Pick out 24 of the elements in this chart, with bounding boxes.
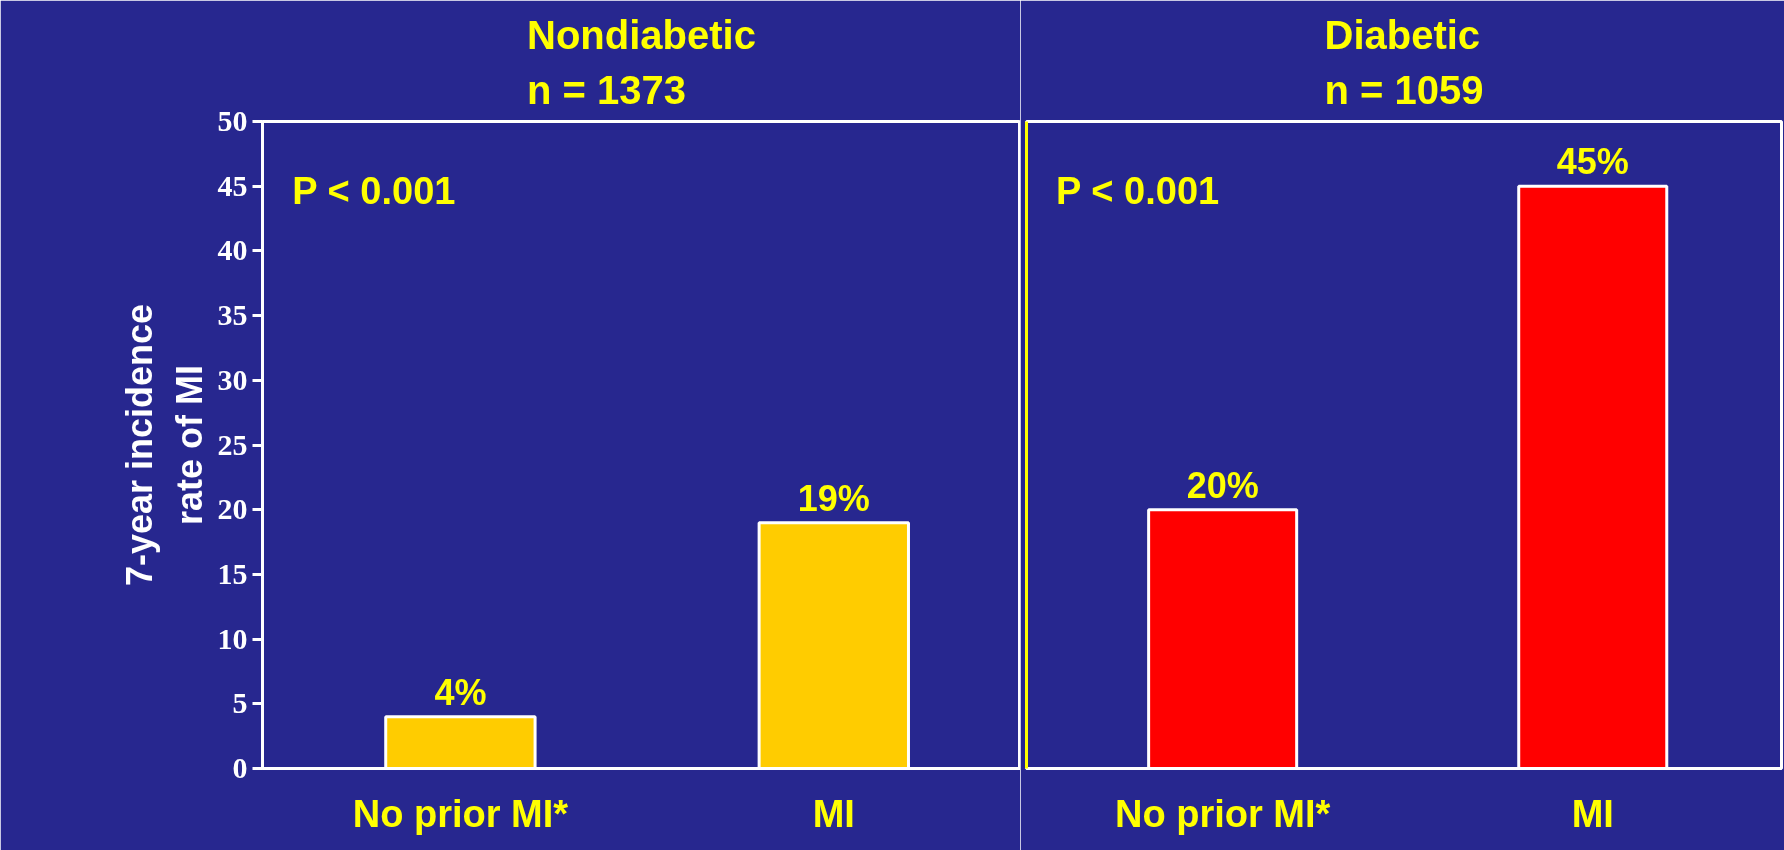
y-tick-label: 40 [217,233,248,267]
x-tick-label: MI [1571,792,1614,835]
annotation: P < 0.001 [1056,170,1220,213]
data-label: 4% [434,671,487,713]
x-tick-label: No prior MI* [1114,792,1331,835]
y-tick-label: 5 [232,686,248,720]
x-tick-label: No prior MI* [352,792,569,835]
y-tick-label: 25 [217,427,248,461]
y-tick-label: 0 [232,751,248,784]
chart-title: Diabetic n = 1059 [1324,12,1484,112]
y-tick-label: 35 [217,298,248,332]
y-axis-title: 7-year incidence rate of MI [119,303,210,587]
data-label: 19% [797,477,870,519]
data-label: 45% [1556,141,1629,183]
y-tick-label: 20 [217,492,248,526]
y-tick-label: 15 [217,556,248,590]
x-tick-label: MI [812,792,855,835]
y-tick-label: 45 [217,168,248,202]
annotation: P < 0.001 [292,170,456,213]
data-label: 20% [1186,464,1259,506]
y-tick-label: 10 [217,621,248,655]
y-tick-label: 50 [217,104,248,137]
chart-title: Nondiabetic n = 1373 [527,12,756,112]
y-tick-label: 30 [217,362,248,396]
